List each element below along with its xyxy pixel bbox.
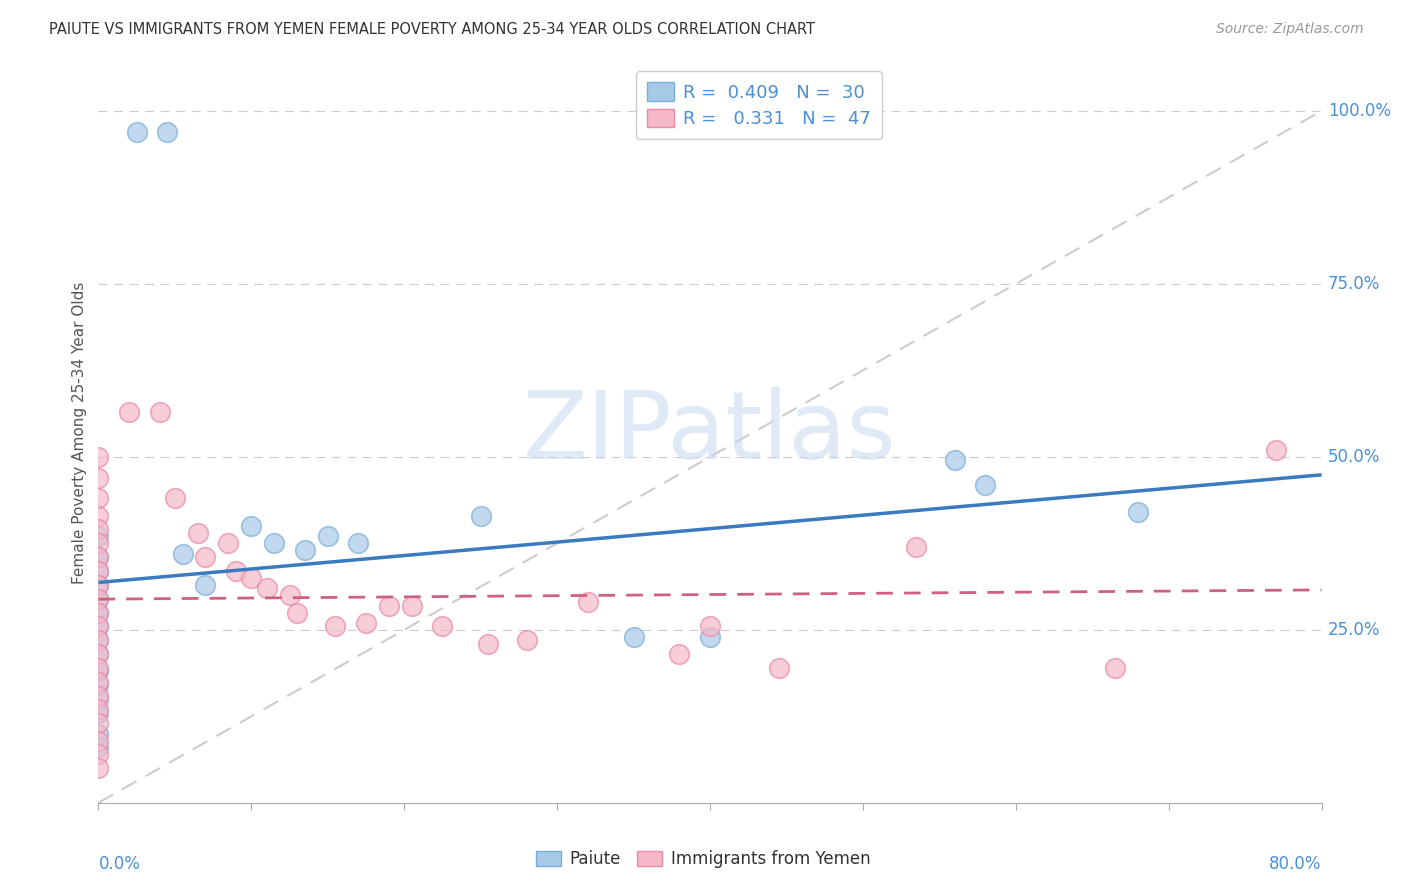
Point <box>87 661 110 675</box>
Point <box>905 540 928 554</box>
Point <box>87 564 110 578</box>
Point <box>87 591 110 606</box>
Point <box>87 665 110 679</box>
Point <box>87 747 110 762</box>
Point <box>325 619 347 633</box>
Point <box>294 543 316 558</box>
Point <box>278 588 301 602</box>
Legend: Paiute, Immigrants from Yemen: Paiute, Immigrants from Yemen <box>529 844 877 875</box>
Point <box>668 647 690 661</box>
Text: 75.0%: 75.0% <box>1327 275 1381 293</box>
Point <box>87 619 110 633</box>
Text: ZIPatlas: ZIPatlas <box>523 386 897 479</box>
Point <box>240 519 263 533</box>
Point <box>87 491 110 506</box>
Point <box>87 564 110 578</box>
Text: 25.0%: 25.0% <box>1327 621 1381 639</box>
Point <box>87 529 110 543</box>
Point <box>87 550 110 565</box>
Point <box>347 536 370 550</box>
Point <box>87 689 110 703</box>
Point <box>87 733 110 747</box>
Point <box>87 591 110 606</box>
Point <box>768 661 790 675</box>
Point <box>1128 505 1150 519</box>
Point <box>87 740 110 755</box>
Point <box>149 405 172 419</box>
Point <box>163 491 186 506</box>
Legend: R =  0.409   N =  30, R =   0.331   N =  47: R = 0.409 N = 30, R = 0.331 N = 47 <box>636 71 882 139</box>
Point <box>225 564 247 578</box>
Point <box>576 595 599 609</box>
Point <box>187 525 209 540</box>
Point <box>217 536 239 550</box>
Text: 0.0%: 0.0% <box>98 855 141 872</box>
Point <box>263 536 285 550</box>
Point <box>699 630 721 644</box>
Text: Source: ZipAtlas.com: Source: ZipAtlas.com <box>1216 22 1364 37</box>
Point <box>401 599 423 613</box>
Y-axis label: Female Poverty Among 25-34 Year Olds: Female Poverty Among 25-34 Year Olds <box>72 282 87 583</box>
Point <box>87 606 110 620</box>
Point <box>87 536 110 550</box>
Point <box>87 678 110 692</box>
Point <box>943 453 966 467</box>
Point <box>87 633 110 648</box>
Point <box>87 508 110 523</box>
Point <box>316 529 339 543</box>
Point <box>256 582 278 596</box>
Point <box>87 761 110 775</box>
Point <box>87 578 110 592</box>
Point <box>477 637 499 651</box>
Point <box>1264 442 1286 457</box>
Point <box>194 550 217 565</box>
Text: 80.0%: 80.0% <box>1270 855 1322 872</box>
Point <box>87 470 110 484</box>
Point <box>974 477 997 491</box>
Point <box>87 702 110 716</box>
Point <box>87 606 110 620</box>
Point <box>240 571 263 585</box>
Point <box>87 578 110 592</box>
Point <box>87 647 110 661</box>
Point <box>87 726 110 740</box>
Point <box>699 619 721 633</box>
Point <box>470 508 492 523</box>
Point <box>194 578 217 592</box>
Text: PAIUTE VS IMMIGRANTS FROM YEMEN FEMALE POVERTY AMONG 25-34 YEAR OLDS CORRELATION: PAIUTE VS IMMIGRANTS FROM YEMEN FEMALE P… <box>49 22 815 37</box>
Point <box>285 606 308 620</box>
Point <box>87 706 110 720</box>
Point <box>623 630 645 644</box>
Point <box>87 692 110 706</box>
Point <box>354 615 377 630</box>
Point <box>125 125 148 139</box>
Point <box>516 633 538 648</box>
Point <box>118 405 141 419</box>
Point <box>87 647 110 661</box>
Point <box>87 716 110 731</box>
Point <box>172 547 194 561</box>
Point <box>156 125 179 139</box>
Point <box>87 550 110 565</box>
Point <box>87 523 110 537</box>
Point <box>87 674 110 689</box>
Point <box>432 619 454 633</box>
Point <box>1104 661 1126 675</box>
Point <box>87 450 110 464</box>
Text: 50.0%: 50.0% <box>1327 448 1381 466</box>
Point <box>378 599 401 613</box>
Text: 100.0%: 100.0% <box>1327 102 1391 120</box>
Point <box>87 619 110 633</box>
Point <box>87 633 110 648</box>
